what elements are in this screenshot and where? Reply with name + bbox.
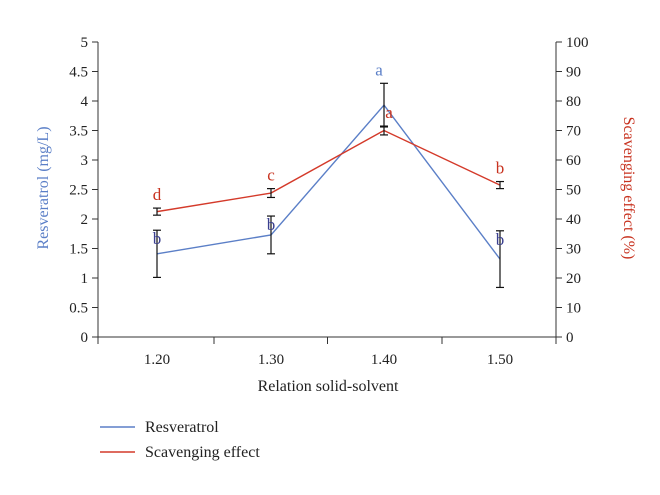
x-tick-label: 1.40 [371,352,397,368]
y-right-tick-label: 80 [566,94,581,110]
x-tick-label: 1.30 [258,352,284,368]
legend: Resveratrol Scavenging effect [100,419,260,461]
y-left-tick-label: 2 [81,212,89,228]
right-axis-ticks: 0 10 20 30 40 50 60 70 80 90 100 [556,35,589,346]
error-bar-scavenging-effect [267,188,275,199]
y-right-tick-label: 10 [566,301,581,317]
plot-area: b b a b d c a b [153,60,505,289]
y-left-tick-label: 3.5 [69,124,88,140]
error-bar-resveratrol [153,229,161,279]
significance-label-resveratrol: b [267,215,276,234]
y-left-tick-label: 4 [81,94,89,110]
left-axis-ticks: 0 0.5 1 1.5 2 2.5 3 3.5 4 4.5 5 [69,35,98,346]
y-left-tick-label: 1 [81,271,89,287]
y-left-tick-label: 0 [81,330,89,346]
y-right-tick-label: 70 [566,124,581,140]
error-bar-resveratrol [496,230,504,289]
series-line-scavenging-effect [156,129,501,213]
y-left-tick-label: 0.5 [69,301,88,317]
y-left-tick-label: 5 [81,35,89,51]
y-right-axis-title: Scavenging effect (%) [620,117,637,260]
y-left-tick-label: 3 [81,153,89,169]
y-right-tick-label: 50 [566,183,581,199]
x-tick-label: 1.20 [144,352,170,368]
y-right-tick-label: 30 [566,242,581,258]
error-bar-resveratrol [267,215,275,255]
y-right-tick-label: 20 [566,271,581,287]
y-right-tick-label: 90 [566,65,581,81]
series-line-resveratrol [156,104,501,260]
y-right-tick-label: 0 [566,330,574,346]
significance-label-resveratrol: a [375,60,383,79]
error-bar-scavenging-effect [496,180,504,190]
y-left-tick-label: 2.5 [69,183,88,199]
axes [97,42,557,338]
x-tick-label: 1.50 [487,352,513,368]
y-left-tick-label: 1.5 [69,242,88,258]
y-right-tick-label: 60 [566,153,581,169]
significance-label-scavenging-effect: c [267,166,275,185]
y-left-axis-title: Resveratrol (mg/L) [35,126,52,249]
x-axis-ticks: 1.20 1.30 1.40 1.50 [97,337,557,368]
significance-label-scavenging-effect: d [153,185,162,204]
significance-label-scavenging-effect: b [496,159,505,178]
y-left-tick-label: 4.5 [69,65,88,81]
legend-label-resveratrol: Resveratrol [145,419,219,436]
y-right-tick-label: 100 [566,35,589,51]
error-bar-scavenging-effect [153,207,161,216]
x-axis-title: Relation solid-solvent [258,378,399,395]
y-right-tick-label: 40 [566,212,581,228]
significance-label-resveratrol: b [496,230,505,249]
significance-label-scavenging-effect: a [385,103,393,122]
significance-label-resveratrol: b [153,229,162,248]
error-bar-scavenging-effect [380,125,388,136]
legend-label-scavenging-effect: Scavenging effect [145,444,260,461]
